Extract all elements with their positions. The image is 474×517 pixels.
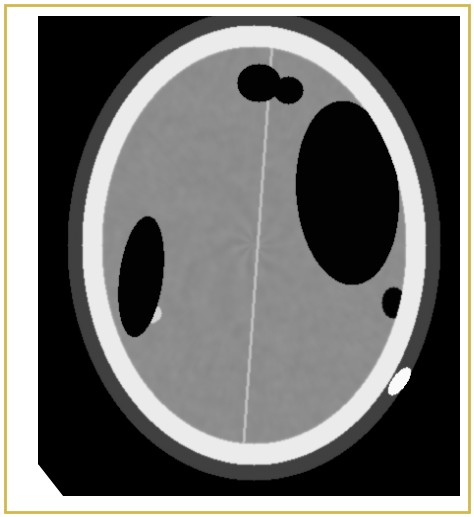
Polygon shape [38,465,63,496]
